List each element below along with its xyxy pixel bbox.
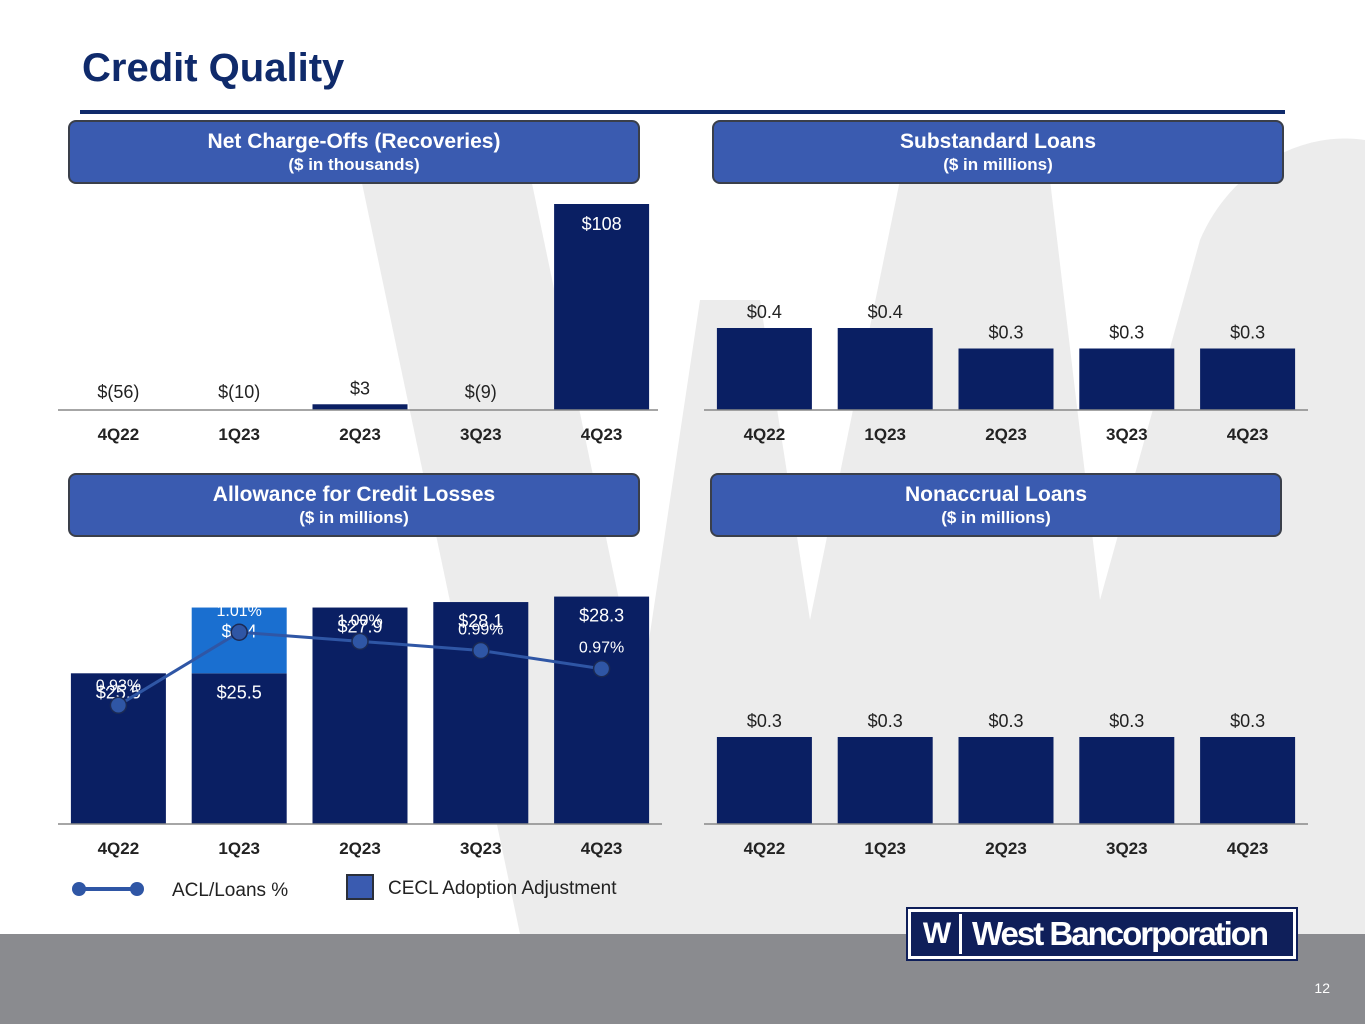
panel-header-allowance-credit-losses: Allowance for Credit Losses ($ in millio…: [68, 473, 640, 537]
logo-text: West Bancorporation: [972, 915, 1269, 952]
bar-2Q23: [958, 737, 1054, 824]
data-label-acl-4Q23: $28.3: [579, 606, 624, 626]
data-label-2Q23: $0.3: [988, 711, 1023, 731]
data-label-acl-3Q23: $28.1: [458, 611, 503, 631]
x-tick-4Q23: 4Q23: [581, 425, 623, 444]
data-label-1Q23: $(10): [218, 382, 260, 402]
data-label-acl-1Q23: $25.5: [217, 682, 262, 702]
chart-net-charge-offs: $(56) 4Q22 $(10) 1Q23 $3 2Q23 $(9) 3Q23 $108 4Q23: [58, 204, 658, 444]
panel-title: Allowance for Credit Losses: [212, 483, 496, 506]
acl-ratio-label-1Q23: 1.01%: [217, 603, 262, 620]
x-tick-4Q22: 4Q22: [744, 425, 786, 444]
panel-title: Net Charge-Offs (Recoveries): [207, 130, 501, 153]
chart-legend: ACL/Loans % CECL Adoption Adjustment: [60, 868, 660, 908]
bar-acl-3Q23: [433, 602, 529, 824]
x-tick-1Q23: 1Q23: [218, 425, 260, 444]
data-label-2Q23: $0.3: [988, 323, 1023, 343]
bar-4Q23: [554, 204, 650, 410]
x-tick-3Q23: 3Q23: [1106, 839, 1148, 858]
panel-subtitle: ($ in millions): [299, 508, 409, 527]
data-label-2Q23: $3: [350, 378, 370, 398]
bar-1Q23: [837, 737, 933, 824]
bar-3Q23: [1079, 348, 1175, 410]
data-label-acl-2Q23: $27.9: [337, 617, 382, 637]
x-tick-4Q22: 4Q22: [98, 425, 140, 444]
acl-ratio-point-1Q23: [230, 623, 248, 641]
x-tick-1Q23: 1Q23: [218, 839, 260, 858]
panel-header-nonaccrual-loans: Nonaccrual Loans ($ in millions): [710, 473, 1282, 537]
data-label-3Q23: $0.3: [1109, 323, 1144, 343]
acl-ratio-label-3Q23: 0.99%: [458, 621, 503, 638]
bar-acl-4Q23: [554, 596, 650, 824]
bar-acl-1Q23: [191, 673, 287, 824]
data-label-4Q23: $0.3: [1230, 323, 1265, 343]
logo-mark: W: [915, 914, 962, 954]
x-tick-3Q23: 3Q23: [1106, 425, 1148, 444]
x-tick-2Q23: 2Q23: [339, 425, 381, 444]
chart-substandard-loans: $0.4 4Q22 $0.4 1Q23 $0.3 2Q23 $0.3 3Q23 $0.3 4Q23: [704, 302, 1308, 444]
data-label-4Q22: $(56): [97, 382, 139, 402]
acl-ratio-point-3Q23: [472, 641, 490, 660]
legend-line-swatch: [74, 887, 136, 891]
legend-label-acl: ACL/Loans %: [172, 880, 289, 901]
x-tick-4Q23: 4Q23: [581, 839, 623, 858]
acl-ratio-label-4Q22: 0.93%: [96, 677, 141, 694]
data-label-1Q23: $0.4: [868, 302, 903, 322]
data-label-4Q22: $0.4: [747, 302, 782, 322]
x-tick-2Q23: 2Q23: [985, 425, 1027, 444]
x-tick-4Q22: 4Q22: [98, 839, 140, 858]
panel-header-net-charge-offs: Net Charge-Offs (Recoveries) ($ in thous…: [68, 120, 640, 184]
data-label-1Q23: $0.3: [868, 711, 903, 731]
bar-2Q23: [958, 348, 1054, 410]
bar-3Q23: [1079, 737, 1175, 824]
x-tick-1Q23: 1Q23: [864, 425, 906, 444]
acl-ratio-point-4Q22: [109, 696, 128, 715]
acl-ratio-point-2Q23: [351, 632, 369, 651]
panel-subtitle: ($ in millions): [943, 155, 1053, 174]
x-tick-4Q23: 4Q23: [1227, 839, 1269, 858]
data-label-4Q23: $0.3: [1230, 711, 1265, 731]
title-divider: [80, 110, 1285, 114]
acl-ratio-label-4Q23: 0.97%: [579, 640, 624, 657]
legend-marker: [130, 882, 144, 896]
page-number: 12: [1314, 980, 1330, 996]
x-tick-3Q23: 3Q23: [460, 425, 502, 444]
page-title: Credit Quality: [82, 46, 345, 90]
bar-2Q23: [312, 404, 408, 410]
panel-header-substandard-loans: Substandard Loans ($ in millions): [712, 120, 1284, 184]
chart-nonaccrual-loans: $0.3 4Q22 $0.3 1Q23 $0.3 2Q23 $0.3 3Q23 $0.3 4Q23: [704, 711, 1308, 858]
panel-title: Nonaccrual Loans: [904, 483, 1088, 506]
company-logo: W West Bancorporation: [906, 907, 1298, 961]
x-tick-4Q22: 4Q22: [744, 839, 786, 858]
acl-ratio-point-4Q23: [592, 659, 611, 678]
x-tick-4Q23: 4Q23: [1227, 425, 1269, 444]
panel-title: Substandard Loans: [899, 130, 1097, 153]
bar-1Q23: [837, 328, 933, 410]
x-tick-3Q23: 3Q23: [460, 839, 502, 858]
data-label-4Q23: $108: [582, 214, 622, 234]
legend-label-cecl: CECL Adoption Adjustment: [388, 878, 617, 899]
x-tick-2Q23: 2Q23: [339, 839, 381, 858]
acl-ratio-label-2Q23: 1.00%: [337, 612, 382, 629]
x-tick-1Q23: 1Q23: [864, 839, 906, 858]
chart-allowance-credit-losses: $25.54Q22$2.4$25.51Q23$27.92Q23$28.13Q23…: [58, 596, 662, 858]
legend-marker: [72, 882, 86, 896]
x-tick-2Q23: 2Q23: [985, 839, 1027, 858]
panel-subtitle: ($ in millions): [941, 508, 1051, 527]
legend-swatch-cecl: [346, 874, 374, 900]
bar-4Q23: [1200, 348, 1296, 410]
data-label-4Q22: $0.3: [747, 711, 782, 731]
bar-4Q22: [716, 328, 812, 410]
bar-4Q22: [716, 737, 812, 824]
panel-subtitle: ($ in thousands): [288, 155, 420, 174]
bar-4Q23: [1200, 737, 1296, 824]
data-label-3Q23: $(9): [465, 382, 497, 402]
data-label-3Q23: $0.3: [1109, 711, 1144, 731]
